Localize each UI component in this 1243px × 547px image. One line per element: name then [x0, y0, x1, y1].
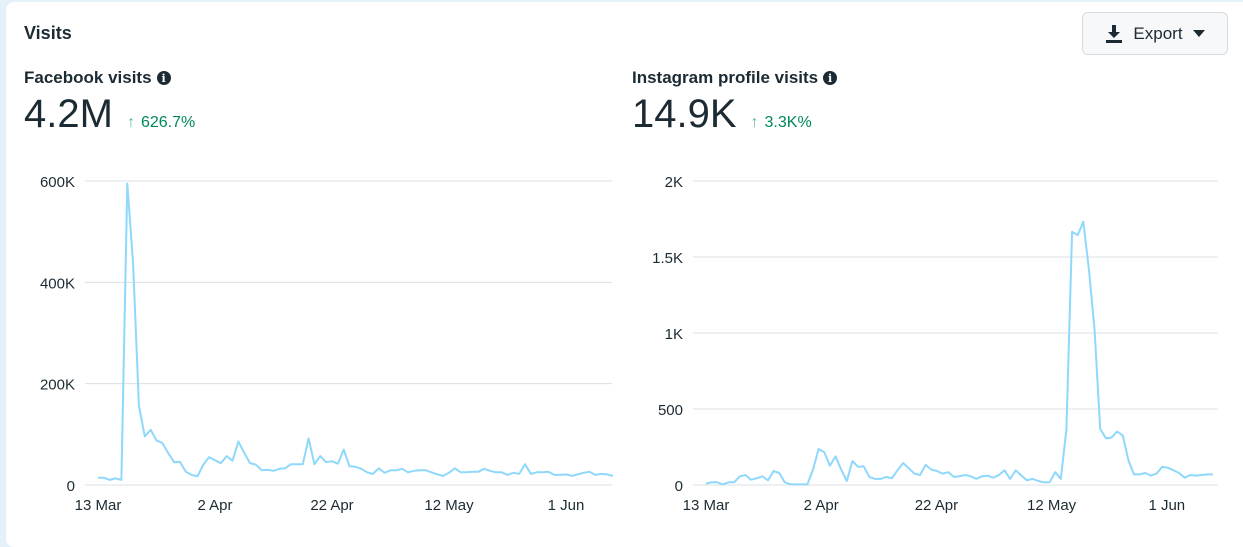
x-tick-label: 2 Apr — [804, 497, 839, 514]
change-value: 626.7% — [140, 114, 196, 131]
x-tick-label: 12 May — [424, 497, 474, 514]
x-tick-label: 22 Apr — [915, 497, 958, 514]
metric-change: ↑ 3.3K% — [751, 114, 812, 132]
metric-instagram-visits: Instagram profile visits i 14.9K ↑ 3.3K% — [632, 68, 838, 137]
info-icon[interactable]: i — [823, 71, 838, 85]
x-tick-label: 13 Mar — [683, 497, 730, 514]
download-icon — [1106, 24, 1123, 43]
metric-value: 14.9K — [632, 92, 737, 136]
series-line — [705, 220, 1213, 486]
x-tick-label: 2 Apr — [197, 497, 232, 514]
y-tick-label: 200K — [40, 377, 75, 394]
y-tick-label: 0 — [67, 478, 75, 495]
y-tick-label: 400K — [40, 275, 75, 292]
metric-label: Instagram profile visits — [632, 68, 819, 87]
x-tick-label: 12 May — [1027, 497, 1077, 514]
section-title: Visits — [24, 23, 72, 43]
y-tick-label: 2K — [665, 174, 683, 191]
metric-value: 4.2M — [24, 92, 113, 136]
change-value: 3.3K% — [764, 114, 812, 131]
y-tick-label: 600K — [40, 174, 75, 191]
x-tick-label: 22 Apr — [310, 497, 353, 514]
arrow-up-icon: ↑ — [126, 114, 135, 131]
y-tick-label: 0 — [675, 478, 683, 495]
x-tick-label: 13 Mar — [75, 497, 122, 514]
y-tick-label: 1.5K — [652, 250, 683, 267]
metric-facebook-visits: Facebook visits i 4.2M ↑ 626.7% — [24, 68, 195, 137]
metric-change: ↑ 626.7% — [127, 114, 195, 132]
series-line — [98, 182, 614, 481]
x-tick-label: 1 Jun — [1148, 497, 1185, 514]
export-button[interactable]: Export — [1082, 12, 1228, 55]
y-tick-label: 500 — [658, 402, 683, 419]
metric-label: Facebook visits — [24, 68, 152, 87]
export-label: Export — [1133, 23, 1183, 43]
arrow-up-icon: ↑ — [750, 114, 759, 131]
x-tick-label: 1 Jun — [548, 497, 585, 514]
info-icon[interactable]: i — [156, 71, 171, 85]
visits-card — [6, 2, 1243, 547]
y-tick-label: 1K — [665, 326, 683, 343]
caret-down-icon — [1192, 29, 1205, 37]
